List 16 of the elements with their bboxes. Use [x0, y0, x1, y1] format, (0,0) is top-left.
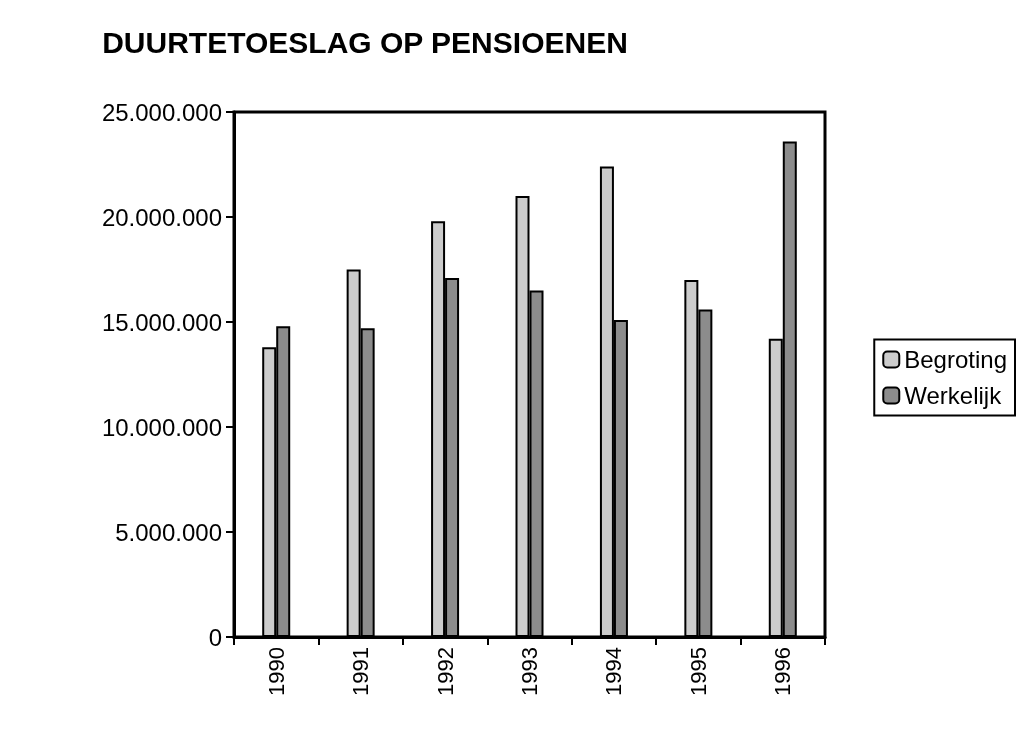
y-tick-label: 20.000.000 [101, 203, 222, 231]
x-tick-label: 1993 [517, 647, 542, 696]
y-tick-label: 25.000.000 [101, 98, 222, 126]
y-tick-label: 10.000.000 [101, 413, 222, 441]
chart-title: DUURTETOESLAG OP PENSIOENEN [102, 25, 628, 59]
x-tick-label: 1995 [685, 647, 711, 696]
legend-label: Werkelijk [904, 382, 1003, 409]
y-tick-label: 0 [208, 623, 222, 651]
y-tick-label: 5.000.000 [115, 518, 222, 546]
x-tick-label: 1991 [348, 647, 374, 696]
legend-label: Begroting [904, 346, 1008, 373]
y-tick-label: 15.000.000 [101, 308, 222, 336]
x-tick-label: 1994 [601, 647, 627, 696]
x-tick-label: 1990 [263, 647, 289, 696]
x-tick-label: 1996 [770, 647, 796, 696]
x-tick-label: 1992 [432, 647, 458, 696]
